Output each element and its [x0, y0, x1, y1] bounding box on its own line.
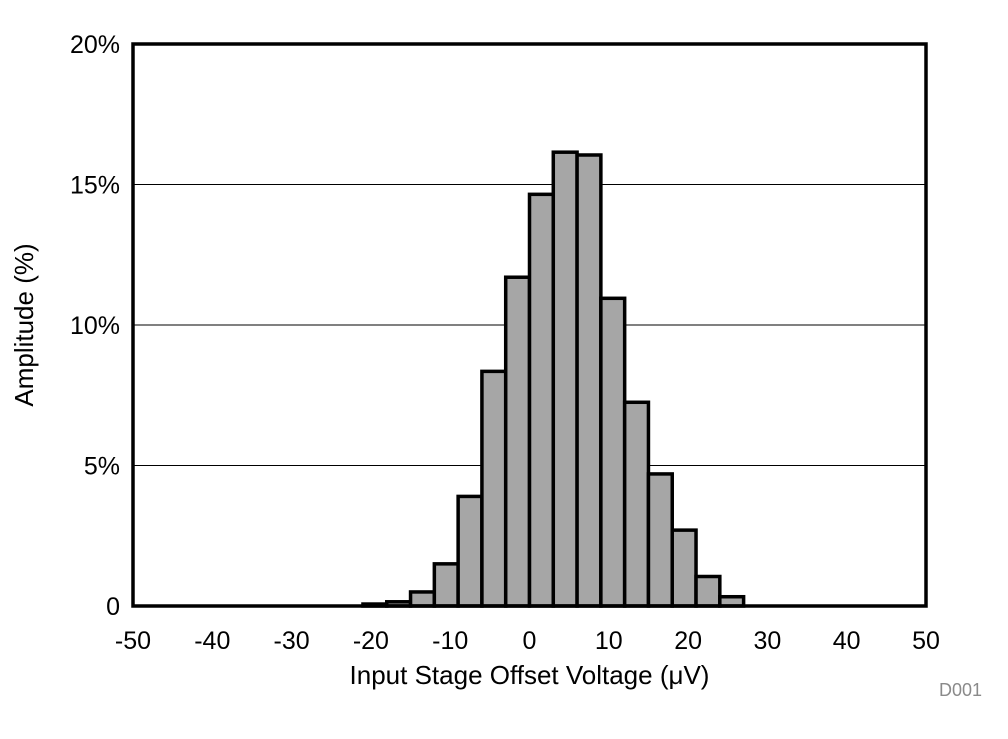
x-tick-label: -50 [115, 627, 151, 655]
x-tick-label: 0 [523, 627, 537, 655]
x-axis-ticks: -50 -40 -30 -20 -10 0 10 20 30 40 50 [115, 627, 940, 655]
x-tick-label: -10 [432, 627, 468, 655]
histogram-bar-10 [599, 296, 627, 608]
histogram-bar-14 [694, 574, 722, 608]
histogram-bar-11 [622, 400, 651, 608]
x-tick-label: 50 [912, 627, 940, 655]
x-tick-label: -30 [274, 627, 310, 655]
histogram-bar-7 [527, 192, 556, 608]
y-tick-label: 20% [70, 31, 120, 59]
y-tick-label: 0 [106, 593, 120, 621]
histogram-bar-6 [503, 275, 532, 608]
x-tick-label: 20 [674, 627, 702, 655]
histogram-bar-12 [646, 472, 674, 608]
histogram-bar-2 [408, 590, 437, 608]
y-tick-label: 10% [70, 312, 120, 340]
y-tick-label: 5% [84, 453, 120, 481]
histogram-bar-4 [456, 494, 484, 608]
figure-code-label: D001 [939, 680, 982, 700]
x-axis-title: Input Stage Offset Voltage (μV) [350, 660, 710, 690]
x-tick-label: 30 [753, 627, 781, 655]
plot-frame [131, 42, 928, 608]
histogram-bar-3 [432, 562, 460, 608]
histogram-bar-13 [670, 528, 698, 608]
y-axis-ticks: 0 5% 10% 15% 20% [70, 31, 120, 621]
x-tick-label: -20 [353, 627, 389, 655]
y-axis-title: Amplitude (%) [9, 243, 39, 406]
x-tick-label: -40 [194, 627, 230, 655]
x-tick-label: 10 [595, 627, 623, 655]
y-tick-label: 15% [70, 172, 120, 200]
histogram-bars [361, 150, 746, 608]
histogram-bar-8 [551, 150, 579, 608]
histogram-bar-5 [480, 369, 508, 608]
x-tick-label: 40 [833, 627, 861, 655]
histogram-bar-9 [575, 153, 603, 608]
